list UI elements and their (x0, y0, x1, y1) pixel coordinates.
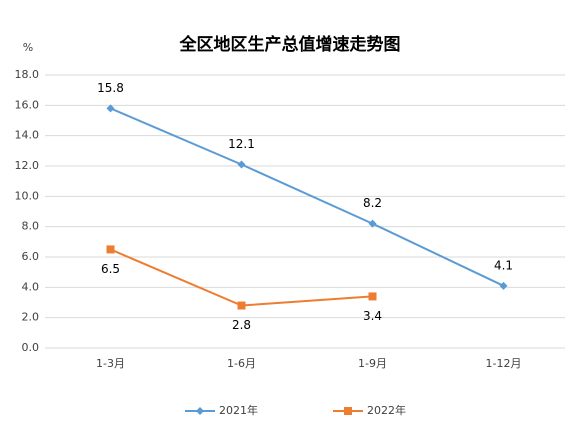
marker (106, 245, 115, 254)
y-tick-label: 0.0 (22, 341, 40, 354)
marker (196, 407, 204, 415)
y-tick-label: 2.0 (22, 311, 40, 324)
data-label: 6.5 (101, 262, 120, 276)
y-tick-label: 12.0 (15, 159, 40, 172)
x-tick-label: 1-6月 (227, 357, 256, 370)
series-line (110, 107, 504, 287)
data-label: 3.4 (363, 309, 382, 323)
marker (368, 219, 377, 228)
marker (344, 407, 352, 415)
x-tick-label: 1-3月 (96, 357, 125, 370)
marker (237, 160, 246, 169)
legend-label: 2022年 (367, 403, 406, 417)
x-tick-label: 1-9月 (358, 357, 387, 370)
data-label: 15.8 (97, 81, 124, 95)
y-tick-label: 16.0 (15, 98, 40, 111)
legend-label: 2021年 (219, 403, 258, 417)
y-unit: % (23, 41, 33, 54)
data-label: 12.1 (228, 137, 255, 151)
chart-title: 全区地区生产总值增速走势图 (179, 34, 401, 55)
y-tick-label: 14.0 (15, 129, 40, 142)
data-label: 8.2 (363, 196, 382, 210)
marker (499, 281, 508, 290)
x-tick-label: 1-12月 (486, 357, 522, 370)
marker (106, 104, 115, 113)
y-tick-label: 8.0 (22, 220, 40, 233)
data-label: 2.8 (232, 318, 251, 332)
marker (368, 292, 377, 301)
marker (237, 301, 246, 310)
y-tick-label: 18.0 (15, 68, 40, 81)
y-tick-label: 4.0 (22, 280, 40, 293)
data-label: 4.1 (494, 258, 513, 272)
y-tick-label: 10.0 (15, 189, 40, 202)
y-tick-label: 6.0 (22, 250, 40, 263)
